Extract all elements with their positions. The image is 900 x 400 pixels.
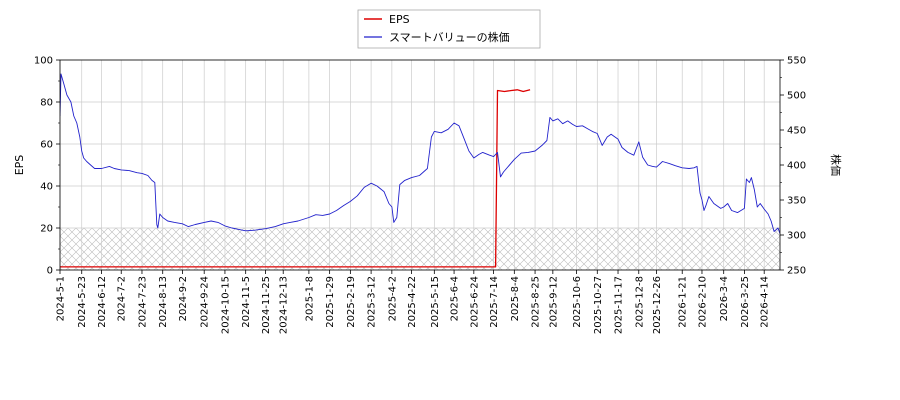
x-tick-label: 2024-8-13 bbox=[158, 276, 169, 328]
right-tick-label: 400 bbox=[787, 161, 806, 172]
x-tick-label: 2025-6-4 bbox=[450, 276, 461, 321]
legend-label-stock-price: スマートバリューの株価 bbox=[389, 30, 510, 44]
series-layer bbox=[60, 73, 780, 268]
right-tick-label: 250 bbox=[787, 266, 806, 277]
x-tick-label: 2025-2-19 bbox=[346, 276, 357, 328]
left-tick-label: 100 bbox=[34, 56, 53, 67]
x-tick-label: 2024-5-1 bbox=[56, 276, 67, 321]
x-tick-label: 2026-3-25 bbox=[740, 276, 751, 328]
x-tick-label: 2025-1-29 bbox=[325, 276, 336, 328]
x-tick-label: 2025-12-26 bbox=[652, 276, 663, 334]
legend-label-eps: EPS bbox=[389, 13, 410, 26]
x-tick-label: 2025-11-17 bbox=[614, 276, 625, 334]
left-tick-label: 0 bbox=[47, 266, 53, 277]
grid bbox=[59, 59, 780, 271]
x-axis: 2024-5-1 2024-5-23 2024-6-12 2024-7-2 2024-7… bbox=[56, 270, 771, 334]
x-tick-label: 2025-5-15 bbox=[430, 276, 441, 328]
x-tick-label: 2024-10-15 bbox=[220, 276, 231, 334]
left-axis: 0 20 40 60 80 100 bbox=[34, 56, 60, 277]
x-tick-label: 2025-10-27 bbox=[593, 276, 604, 334]
legend: EPS スマートバリューの株価 bbox=[357, 9, 541, 49]
right-tick-label: 450 bbox=[787, 126, 806, 137]
x-tick-label: 2025-7-14 bbox=[489, 276, 500, 328]
x-tick-label: 2025-3-12 bbox=[367, 276, 378, 328]
series-line-1 bbox=[60, 73, 780, 234]
left-tick-label: 80 bbox=[40, 98, 53, 109]
right-tick-label: 500 bbox=[787, 91, 806, 102]
x-tick-label: 2025-4-2 bbox=[387, 276, 398, 321]
x-tick-label: 2025-4-22 bbox=[407, 276, 418, 328]
hatched-band bbox=[60, 228, 780, 270]
x-tick-label: 2025-8-4 bbox=[510, 276, 521, 321]
x-tick-label: 2025-9-12 bbox=[548, 276, 559, 328]
right-tick-label: 350 bbox=[787, 196, 806, 207]
left-tick-label: 60 bbox=[40, 140, 53, 151]
x-tick-label: 2024-6-12 bbox=[97, 276, 108, 328]
series-line-0 bbox=[60, 89, 531, 268]
x-tick-label: 2026-1-21 bbox=[678, 276, 689, 328]
x-tick-label: 2026-3-4 bbox=[719, 276, 730, 321]
left-tick-label: 20 bbox=[40, 224, 53, 235]
x-tick-label: 2024-9-24 bbox=[200, 276, 211, 328]
right-tick-label: 300 bbox=[787, 231, 806, 242]
x-tick-label: 2025-1-8 bbox=[304, 276, 315, 321]
right-axis: 250 300 350 400 450 500 550 bbox=[780, 56, 806, 277]
x-tick-label: 2025-6-24 bbox=[469, 276, 480, 328]
right-tick-label: 550 bbox=[787, 56, 806, 67]
x-tick-label: 2024-11-5 bbox=[241, 276, 252, 328]
x-tick-label: 2026-4-14 bbox=[760, 276, 771, 328]
x-tick-label: 2024-12-13 bbox=[279, 276, 290, 334]
left-axis-title: EPS bbox=[13, 155, 26, 176]
x-tick-label: 2024-11-25 bbox=[261, 276, 272, 334]
x-tick-label: 2025-8-25 bbox=[531, 276, 542, 328]
left-tick-label: 40 bbox=[40, 182, 53, 193]
x-tick-label: 2024-7-2 bbox=[117, 276, 128, 321]
x-tick-label: 2025-10-6 bbox=[572, 276, 583, 328]
legend-box bbox=[357, 9, 541, 49]
x-tick-label: 2024-7-23 bbox=[137, 276, 148, 328]
right-axis-title: 株価 bbox=[829, 154, 843, 176]
x-tick-label: 2025-12-8 bbox=[634, 276, 645, 328]
x-tick-label: 2024-5-23 bbox=[77, 276, 88, 328]
x-tick-label: 2024-9-2 bbox=[178, 276, 189, 321]
x-tick-label: 2026-2-10 bbox=[697, 276, 708, 328]
